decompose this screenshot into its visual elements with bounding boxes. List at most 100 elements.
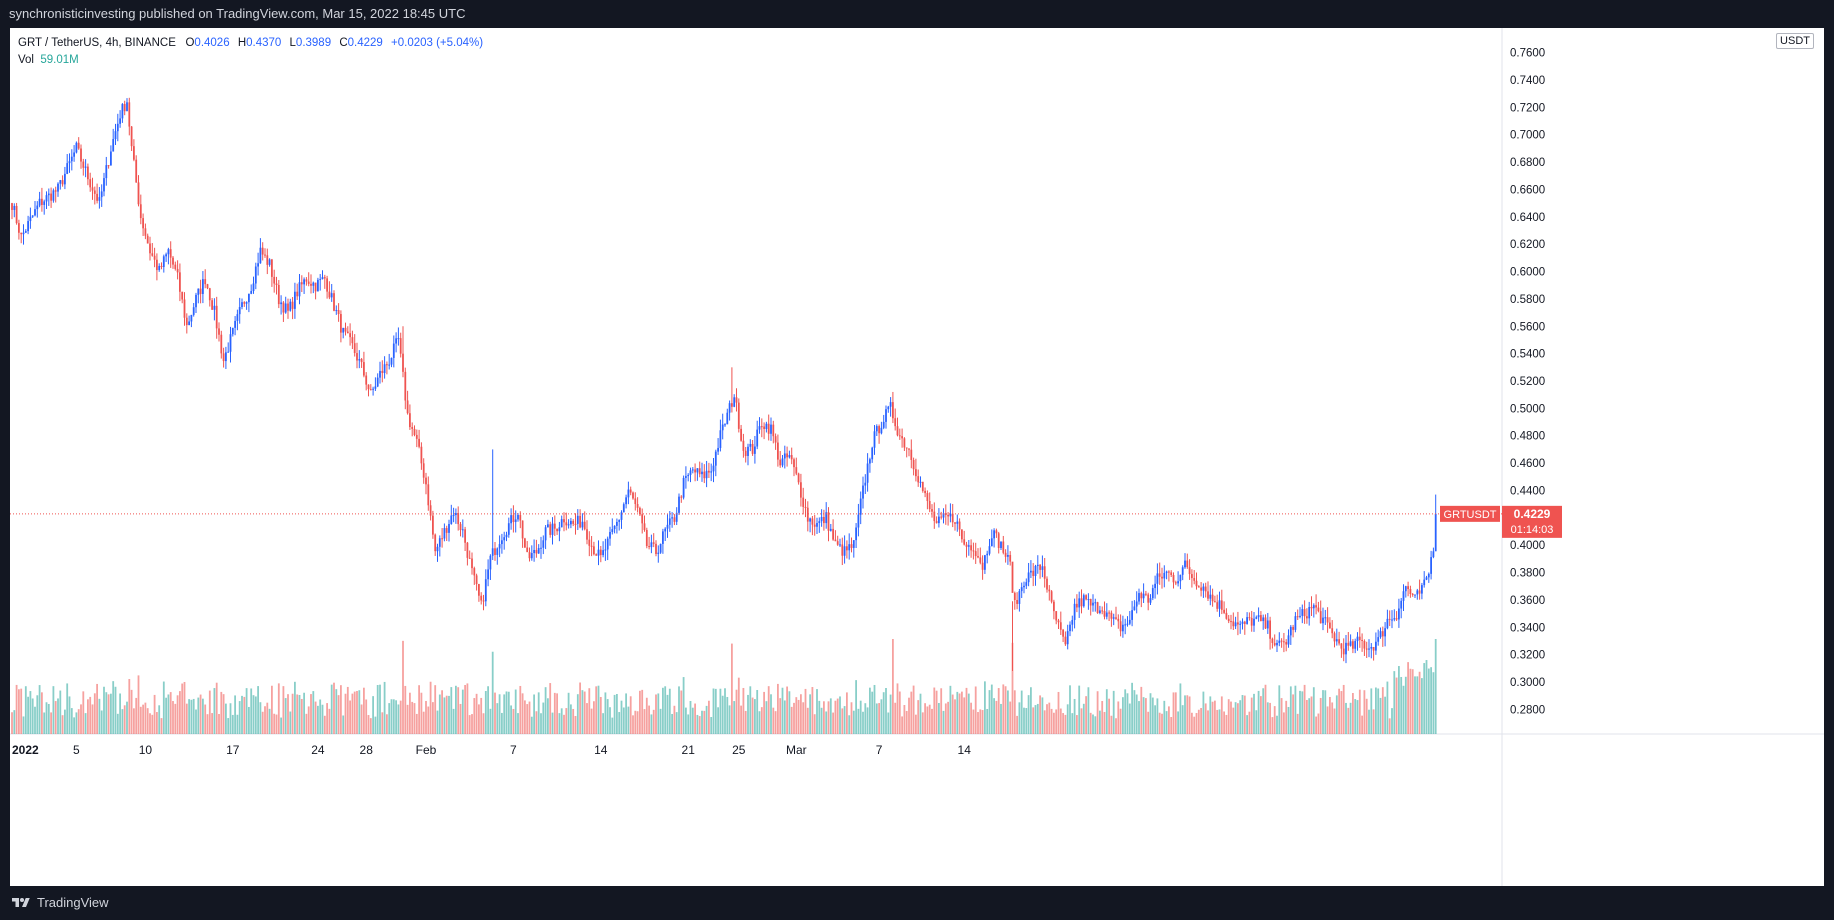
volume-bar xyxy=(825,711,828,734)
volume-bar xyxy=(22,716,25,734)
candle-body xyxy=(199,288,202,294)
volume-bar xyxy=(1329,696,1331,734)
volume-bar xyxy=(1020,690,1023,734)
tradingview-brand[interactable]: TradingView xyxy=(10,895,109,910)
volume-bar xyxy=(708,700,710,734)
volume-bar xyxy=(818,700,821,734)
candle-body xyxy=(202,279,204,294)
volume-bar xyxy=(149,713,151,734)
volume-bar xyxy=(1073,698,1076,734)
candle-body xyxy=(774,436,777,443)
candle-body xyxy=(280,302,282,305)
candle-body xyxy=(885,409,887,422)
volume-bar xyxy=(1055,709,1058,734)
candle-body xyxy=(50,193,52,201)
volume-bar xyxy=(291,693,294,734)
volume-bar xyxy=(77,709,80,734)
candle-body xyxy=(852,540,855,548)
candle-body xyxy=(231,327,234,335)
volume-bar xyxy=(995,700,998,734)
price-tick-label: 0.6800 xyxy=(1510,157,1545,169)
candle-body xyxy=(287,303,289,311)
volume-bar xyxy=(112,681,115,734)
volume-bar xyxy=(1264,684,1267,734)
candlestick-chart[interactable]: GRTUSDT 0.4229 01:14:03 0.7600 0.7400 0.7200 0… xyxy=(10,28,1824,886)
candle-body xyxy=(864,482,867,486)
volume-bar xyxy=(349,700,351,734)
volume-bar xyxy=(1225,714,1228,734)
candle-body xyxy=(659,543,662,553)
candle-body xyxy=(388,364,391,366)
candle-body xyxy=(1227,618,1230,622)
volume-bar xyxy=(1170,717,1173,734)
volume-bar xyxy=(1427,668,1430,734)
volume-label[interactable]: Vol xyxy=(18,54,34,66)
volume-bar xyxy=(622,707,625,734)
volume-bar xyxy=(1250,697,1253,734)
volume-bar xyxy=(379,684,381,734)
volume-bar xyxy=(169,692,172,734)
chart-panel[interactable]: GRTUSDT 0.4229 01:14:03 0.7600 0.7400 0.7200 0… xyxy=(10,28,1824,886)
volume-bar xyxy=(471,714,473,734)
volume-bar xyxy=(894,702,897,734)
volume-bar xyxy=(1368,709,1370,734)
volume-bar xyxy=(938,703,940,734)
candle-body xyxy=(542,540,545,548)
price-tick-label: 0.7600 xyxy=(1510,48,1545,60)
currency-unit-badge[interactable]: USDT xyxy=(1776,33,1814,49)
volume-bar xyxy=(811,687,814,734)
candle-body xyxy=(245,302,248,304)
candle-body xyxy=(949,513,952,517)
volume-bar xyxy=(675,712,678,734)
candle-body xyxy=(314,282,317,292)
candle-body xyxy=(703,471,706,479)
candle-body xyxy=(363,362,365,376)
candle-body xyxy=(484,579,487,602)
candle-body xyxy=(1241,621,1244,624)
candle-body xyxy=(197,288,200,295)
volume-bar xyxy=(243,696,246,734)
candle-body xyxy=(123,104,126,112)
candle-body xyxy=(696,468,699,473)
candle-body xyxy=(68,161,71,164)
candle-body xyxy=(1094,602,1097,604)
candle-body xyxy=(556,528,558,532)
candle-body xyxy=(1101,610,1104,612)
volume-bar xyxy=(616,694,618,734)
candle-body xyxy=(482,600,485,602)
open-label: O xyxy=(185,37,195,49)
candle-body xyxy=(374,386,377,389)
candle-body xyxy=(1151,588,1154,599)
volume-bar xyxy=(1434,639,1437,734)
volume-bar xyxy=(1007,690,1009,734)
time-tick-label: 14 xyxy=(594,743,608,757)
volume-bar xyxy=(93,693,96,734)
volume-bar xyxy=(1193,716,1196,734)
volume-bar xyxy=(1335,695,1338,734)
symbol-label[interactable]: GRT / TetherUS, 4h, BINANCE xyxy=(18,37,176,49)
candle-body xyxy=(524,538,526,548)
candle-body xyxy=(1340,643,1343,649)
candle-body xyxy=(1248,617,1251,619)
candle-body xyxy=(222,353,225,362)
candle-body xyxy=(933,511,936,522)
volume-bar xyxy=(87,699,89,734)
volume-bar xyxy=(1154,705,1156,734)
candle-body xyxy=(648,546,650,548)
volume-bar xyxy=(1131,682,1133,734)
price-tick-label: 0.5400 xyxy=(1510,349,1545,361)
candle-body xyxy=(855,527,857,541)
volume-bar xyxy=(372,696,374,734)
candle-body xyxy=(926,493,929,502)
candle-body xyxy=(160,265,163,267)
candle-body xyxy=(73,152,75,157)
volume-bar xyxy=(300,698,303,734)
candle-body xyxy=(735,397,738,403)
volume-bar xyxy=(744,710,747,734)
candle-body xyxy=(650,542,653,548)
candle-body xyxy=(731,403,733,407)
candle-body xyxy=(1372,647,1375,651)
volume-bar xyxy=(687,714,690,734)
candle-body xyxy=(1211,594,1214,602)
candle-body xyxy=(1338,639,1340,644)
